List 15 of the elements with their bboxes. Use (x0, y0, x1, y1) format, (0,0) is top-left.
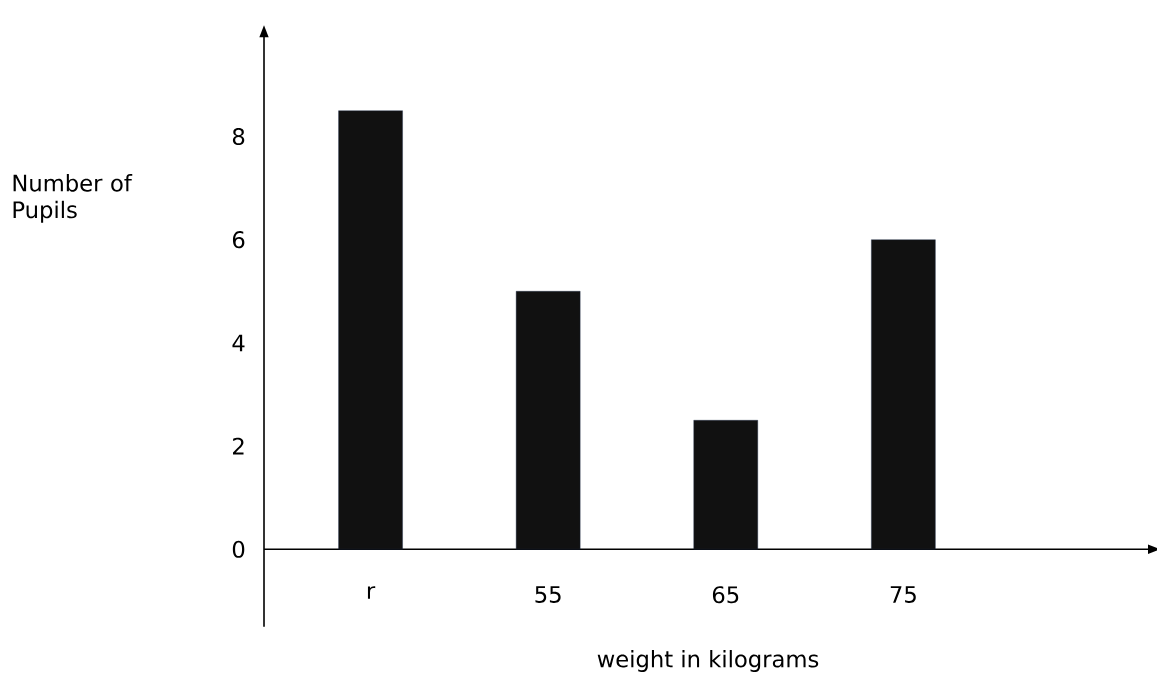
x-axis-title: weight in kilograms (597, 650, 819, 672)
y-tick-label: 6 (232, 231, 245, 249)
x-tick-label: 75 (890, 586, 916, 603)
y-axis-title: Number of Pupils (13, 174, 133, 223)
bar (338, 110, 403, 550)
y-tick-label: 8 (232, 127, 245, 146)
x-tick-label: r (367, 586, 376, 599)
x-tick-label: 65 (712, 586, 739, 604)
x-tick-label: 55 (535, 586, 561, 603)
bar (515, 291, 581, 550)
bar (871, 239, 936, 550)
y-tick-label: 0 (232, 540, 245, 558)
y-tick-label: 2 (233, 437, 244, 455)
y-tick-label: 4 (232, 334, 245, 352)
bar (693, 420, 758, 550)
